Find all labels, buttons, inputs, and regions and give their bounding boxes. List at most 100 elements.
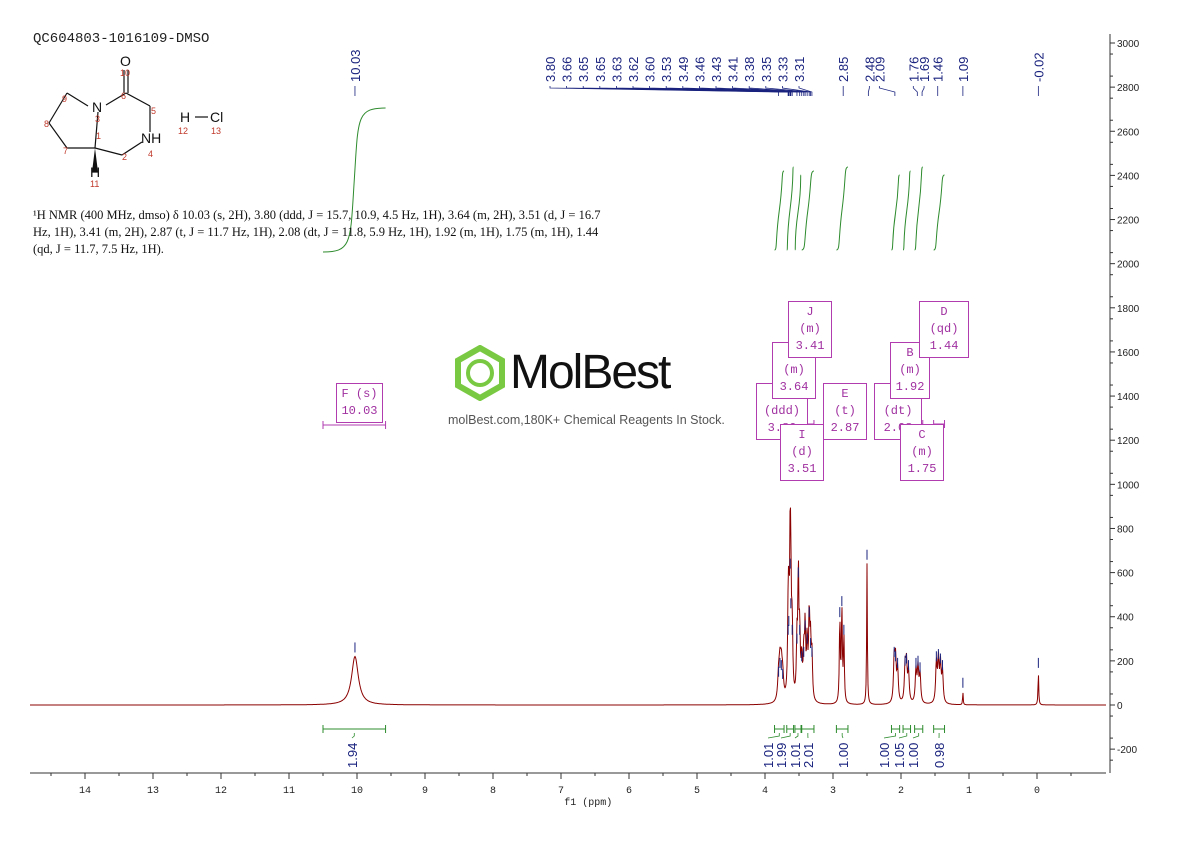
- wedge-bond: [92, 148, 98, 172]
- atom-label: O: [120, 53, 131, 69]
- peak-label: 2.09: [872, 57, 887, 82]
- integral-label: 0.98: [932, 743, 947, 768]
- multiplet-shift: 2.87: [830, 421, 860, 435]
- atom-number: 13: [211, 126, 221, 136]
- x-tick-label: 14: [79, 786, 91, 797]
- multiplet-type: E (t): [834, 387, 856, 418]
- brand-name: MolBest: [510, 346, 671, 399]
- integral-label: 1.99: [774, 743, 789, 768]
- x-tick-label: 6: [626, 786, 632, 797]
- x-tick-label: 1: [966, 786, 972, 797]
- multiplet-shift: 1.92: [895, 380, 925, 394]
- integral-leader: [883, 733, 896, 739]
- y-tick-label: 1000: [1117, 480, 1140, 491]
- peak-leader: [732, 86, 806, 96]
- peak-label: 3.35: [759, 57, 774, 82]
- atom-label: NH: [141, 130, 161, 146]
- peak-label: 3.65: [576, 57, 591, 82]
- integral-label: 1.00: [877, 743, 892, 768]
- x-tick-label: 11: [283, 786, 295, 797]
- integral-leader: [351, 733, 355, 739]
- atom-number: 12: [178, 126, 188, 136]
- x-tick-label: 9: [422, 786, 428, 797]
- peak-label: 1.69: [917, 57, 932, 82]
- x-tick-label: 2: [898, 786, 904, 797]
- peak-label: 2.85: [836, 57, 851, 82]
- bond: [125, 92, 151, 107]
- multiplet-box: B (m) 1.92: [890, 342, 930, 399]
- y-tick-label: 2200: [1117, 216, 1140, 227]
- bond: [48, 92, 68, 124]
- multiplet-type: B (m): [899, 346, 921, 377]
- peak-label: 3.31: [792, 57, 807, 82]
- multiplet-box: J (m) 3.41: [788, 301, 832, 358]
- bond: [94, 147, 123, 156]
- y-tick-label: 0: [1117, 701, 1123, 712]
- x-tick-label: 4: [762, 786, 768, 797]
- y-tick-label: -200: [1117, 745, 1137, 756]
- x-tick-label: 13: [147, 786, 159, 797]
- brand-logo: MolBest: [452, 345, 752, 405]
- peak-leader: [765, 86, 810, 96]
- integral-label: 1.00: [906, 743, 921, 768]
- integral-leader: [780, 733, 791, 739]
- nmr-description: ¹H NMR (400 MHz, dmso) δ 10.03 (s, 2H), …: [33, 208, 601, 256]
- integral-curve: [774, 170, 785, 251]
- peak-leader: [798, 86, 813, 96]
- integral-leader: [794, 733, 799, 739]
- peak-label: 3.63: [609, 57, 624, 82]
- peak-label: 3.80: [543, 57, 558, 82]
- bond: [105, 92, 127, 106]
- y-tick-label: 3000: [1117, 39, 1140, 50]
- integral-label: 1.05: [892, 743, 907, 768]
- atom-label: H: [180, 109, 190, 125]
- x-tick-label: 5: [694, 786, 700, 797]
- peak-label: 3.53: [659, 57, 674, 82]
- x-tick-label: 10: [351, 786, 363, 797]
- y-tick-label: 2400: [1117, 171, 1140, 182]
- peak-label: 2.48: [862, 57, 877, 82]
- peak-label: 3.41: [726, 57, 741, 82]
- multiplet-box: F (s) 10.03: [336, 383, 383, 423]
- integral-curve: [902, 170, 912, 251]
- peak-label: 1.46: [931, 57, 946, 82]
- multiplet-type: F (s): [341, 387, 378, 401]
- y-tick-label: 800: [1117, 524, 1134, 535]
- multiplet-box: E (t) 2.87: [823, 383, 867, 440]
- peak-leader: [782, 86, 811, 96]
- peak-label: 1.09: [956, 57, 971, 82]
- y-tick-label: 1600: [1117, 348, 1140, 359]
- peak-label: 10.03: [348, 49, 363, 82]
- integral-curve: [914, 166, 924, 251]
- peak-label: 3.65: [593, 57, 608, 82]
- integral-leader: [912, 733, 920, 739]
- x-tick-label: 8: [490, 786, 496, 797]
- multiplet-type: C (m): [911, 428, 933, 459]
- integral-curve: [786, 166, 795, 251]
- atom-number: 4: [148, 149, 153, 159]
- atom-label: Cl: [210, 109, 223, 125]
- peak-label: 3.38: [742, 57, 757, 82]
- integral-curve: [794, 174, 802, 251]
- x-axis-label: f1 (ppm): [564, 797, 612, 809]
- multiplet-shift: 10.03: [341, 404, 378, 418]
- integral-label: 2.01: [801, 743, 816, 768]
- bond: [94, 111, 99, 149]
- peak-leader: [921, 86, 925, 96]
- multiplet-shift: 1.75: [907, 462, 937, 476]
- atom-number: 5: [151, 106, 156, 116]
- y-tick-label: 1200: [1117, 436, 1140, 447]
- multiplet-box: C (m) 1.75: [900, 424, 944, 481]
- peak-leader: [912, 86, 918, 96]
- integral-label: 1.01: [788, 743, 803, 768]
- integral-curve: [801, 170, 815, 251]
- y-tick-label: 2000: [1117, 260, 1140, 271]
- x-tick-label: 7: [558, 786, 564, 797]
- integral-label: 1.94: [345, 743, 360, 768]
- multiplet-type: J (m): [799, 305, 821, 336]
- atom-number: 3: [95, 114, 100, 124]
- integral-curve: [836, 166, 849, 251]
- integral-label: 1.00: [836, 743, 851, 768]
- peak-label: 3.60: [643, 57, 658, 82]
- peak-label: 3.33: [775, 57, 790, 82]
